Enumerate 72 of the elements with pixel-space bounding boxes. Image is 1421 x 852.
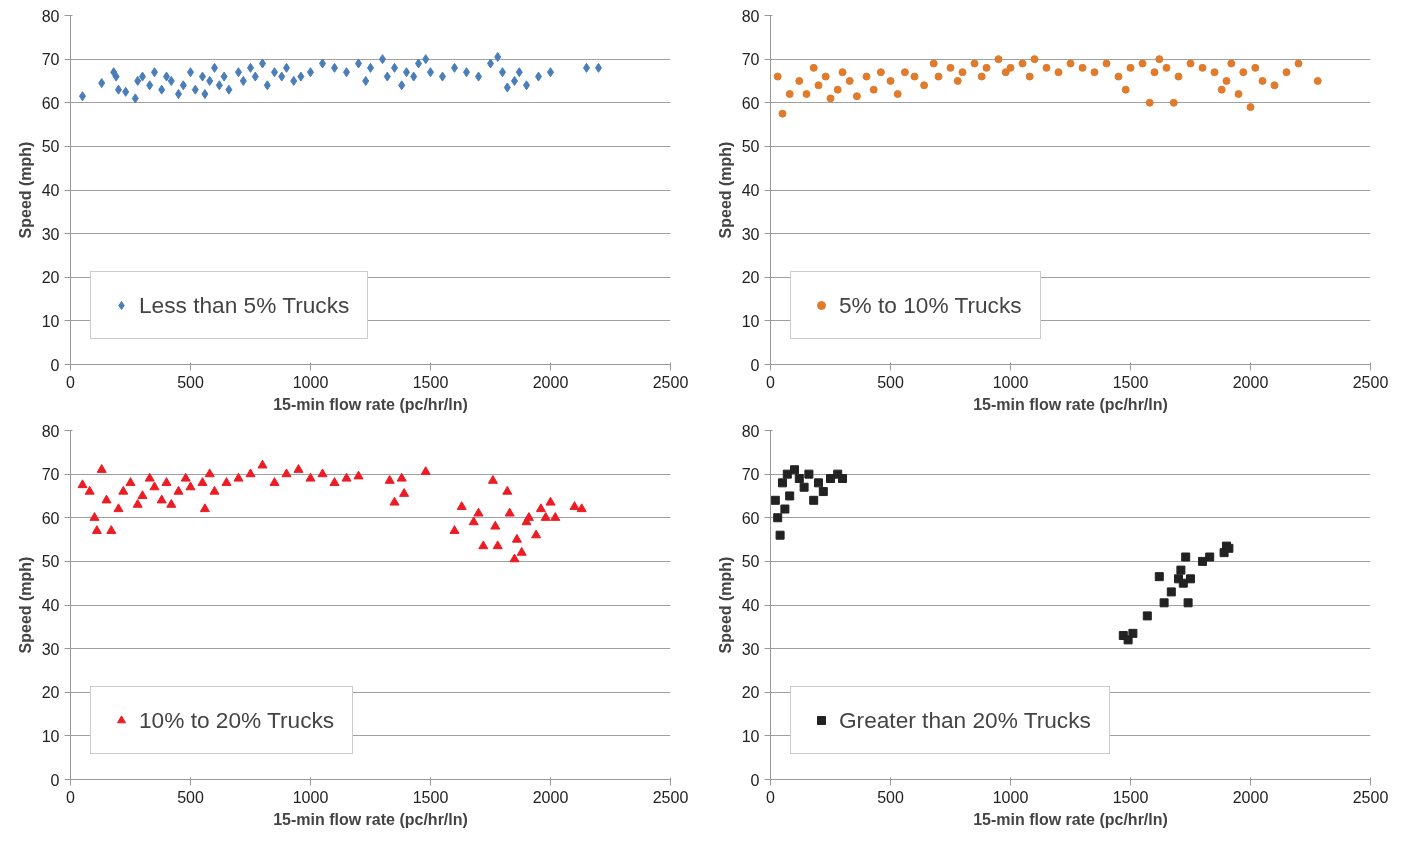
y-tick-label: 50 bbox=[741, 553, 760, 571]
y-tick-label: 10 bbox=[741, 312, 760, 330]
y-tick-label: 10 bbox=[41, 312, 60, 330]
legend-label: 5% to 10% Trucks bbox=[839, 290, 1022, 320]
y-tick-label: 10 bbox=[41, 727, 60, 745]
legend-label: Less than 5% Trucks bbox=[139, 290, 350, 320]
y-axis-title: Speed (mph) bbox=[716, 141, 734, 239]
x-tick-label: 1000 bbox=[992, 788, 1029, 806]
y-axis-title: Speed (mph) bbox=[716, 556, 734, 654]
x-tick-label: 0 bbox=[66, 373, 76, 391]
y-tick-label: 80 bbox=[41, 7, 60, 25]
y-tick-label: 80 bbox=[741, 7, 760, 25]
y-tick-label: 60 bbox=[741, 509, 760, 527]
y-tick-label: 40 bbox=[41, 597, 60, 614]
x-tick-label: 0 bbox=[766, 788, 776, 806]
x-axis-title: 15-min flow rate (pc/hr/ln) bbox=[273, 810, 468, 828]
x-tick-label: 1500 bbox=[412, 373, 449, 391]
legend-label: 10% to 20% Trucks bbox=[139, 705, 335, 735]
y-tick-label: 40 bbox=[741, 182, 760, 199]
y-axis-title: Speed (mph) bbox=[16, 556, 34, 654]
x-tick-label: 2000 bbox=[532, 373, 569, 391]
x-axis-title: 15-min flow rate (pc/hr/ln) bbox=[973, 810, 1168, 828]
x-tick-label: 1000 bbox=[992, 373, 1029, 391]
x-tick-label: 1500 bbox=[412, 788, 449, 806]
y-tick-label: 40 bbox=[41, 182, 60, 199]
y-tick-label: 60 bbox=[41, 94, 60, 112]
y-tick-label: 70 bbox=[741, 466, 760, 484]
x-tick-label: 2000 bbox=[532, 788, 569, 806]
x-tick-label: 0 bbox=[66, 788, 76, 806]
y-tick-label: 0 bbox=[750, 356, 760, 374]
x-tick-label: 500 bbox=[177, 788, 204, 806]
x-axis-title: 15-min flow rate (pc/hr/ln) bbox=[973, 395, 1168, 413]
x-tick-label: 2000 bbox=[1232, 373, 1269, 391]
x-tick-label: 2500 bbox=[1352, 788, 1389, 806]
y-tick-label: 0 bbox=[50, 771, 60, 789]
x-tick-label: 1000 bbox=[292, 373, 329, 391]
x-tick-label: 2000 bbox=[1232, 788, 1269, 806]
x-tick-label: 1000 bbox=[292, 788, 329, 806]
x-tick-label: 500 bbox=[177, 373, 204, 391]
y-tick-label: 20 bbox=[741, 269, 760, 287]
y-tick-label: 50 bbox=[41, 138, 60, 156]
y-tick-label: 30 bbox=[741, 640, 760, 658]
y-tick-label: 70 bbox=[41, 466, 60, 484]
y-tick-label: 80 bbox=[41, 422, 60, 440]
y-tick-label: 0 bbox=[750, 771, 760, 789]
y-tick-label: 10 bbox=[741, 727, 760, 745]
x-tick-label: 0 bbox=[766, 373, 776, 391]
x-tick-label: 2500 bbox=[1352, 373, 1389, 391]
legend-label: Greater than 20% Trucks bbox=[839, 705, 1091, 735]
y-tick-label: 20 bbox=[741, 684, 760, 702]
y-tick-label: 30 bbox=[41, 225, 60, 243]
x-tick-label: 500 bbox=[877, 788, 904, 806]
y-tick-label: 20 bbox=[41, 684, 60, 702]
x-tick-label: 1500 bbox=[1112, 788, 1149, 806]
y-tick-label: 70 bbox=[741, 51, 760, 69]
y-tick-label: 20 bbox=[41, 269, 60, 287]
y-tick-label: 70 bbox=[41, 51, 60, 69]
x-tick-label: 2500 bbox=[652, 373, 689, 391]
y-axis-title: Speed (mph) bbox=[16, 141, 34, 239]
y-tick-label: 30 bbox=[741, 225, 760, 243]
y-tick-label: 30 bbox=[41, 640, 60, 658]
y-tick-label: 50 bbox=[741, 138, 760, 156]
x-tick-label: 2500 bbox=[652, 788, 689, 806]
y-tick-label: 60 bbox=[741, 94, 760, 112]
y-tick-label: 0 bbox=[50, 356, 60, 374]
x-tick-label: 500 bbox=[877, 373, 904, 391]
x-axis-title: 15-min flow rate (pc/hr/ln) bbox=[273, 395, 468, 413]
y-tick-label: 60 bbox=[41, 509, 60, 527]
y-tick-label: 80 bbox=[741, 422, 760, 440]
x-tick-label: 1500 bbox=[1112, 373, 1149, 391]
y-tick-label: 40 bbox=[741, 597, 760, 614]
y-tick-label: 50 bbox=[41, 553, 60, 571]
